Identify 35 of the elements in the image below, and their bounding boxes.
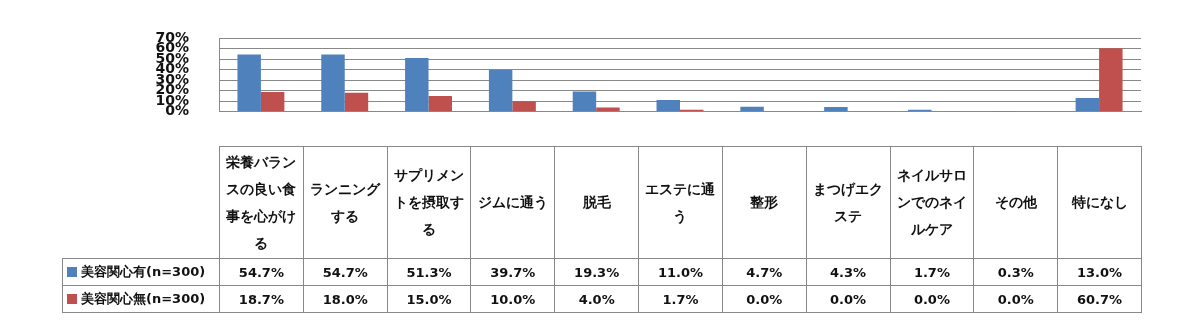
data-label: 19.3% bbox=[554, 258, 639, 286]
x-tick-label: ランニングする bbox=[303, 146, 388, 259]
x-tick-label: サプリメントを摂取する bbox=[387, 146, 471, 259]
data-label: 13.0% bbox=[1057, 258, 1142, 286]
legend-label: 美容関心有(n=300) bbox=[62, 258, 220, 286]
data-label: 0.0% bbox=[722, 285, 807, 313]
x-tick-label: その他 bbox=[973, 146, 1058, 259]
x-tick-label: 特になし bbox=[1057, 146, 1142, 259]
data-label: 54.7% bbox=[219, 258, 304, 286]
data-label: 0.0% bbox=[973, 285, 1058, 313]
data-label: 18.0% bbox=[303, 285, 388, 313]
data-label: 1.7% bbox=[890, 258, 974, 286]
data-label: 54.7% bbox=[303, 258, 388, 286]
data-label: 4.0% bbox=[554, 285, 639, 313]
data-label: 0.3% bbox=[973, 258, 1058, 286]
data-label: 15.0% bbox=[387, 285, 471, 313]
data-label: 1.7% bbox=[638, 285, 723, 313]
legend-label: 美容関心無(n=300) bbox=[62, 285, 220, 313]
x-tick-label: 整形 bbox=[722, 146, 807, 259]
data-label: 4.7% bbox=[722, 258, 807, 286]
x-tick-label: 脱毛 bbox=[554, 146, 639, 259]
data-label: 11.0% bbox=[638, 258, 723, 286]
x-tick-label: エステに通う bbox=[638, 146, 723, 259]
data-label: 4.3% bbox=[806, 258, 890, 286]
x-tick-label: 栄養バランスの良い食事を心がける bbox=[219, 146, 304, 259]
data-label: 39.7% bbox=[470, 258, 555, 286]
data-label: 18.7% bbox=[219, 285, 304, 313]
data-label: 10.0% bbox=[470, 285, 555, 313]
data-label: 51.3% bbox=[387, 258, 471, 286]
data-label: 0.0% bbox=[806, 285, 890, 313]
data-label: 60.7% bbox=[1057, 285, 1142, 313]
x-tick-label: まつげエクステ bbox=[806, 146, 890, 259]
x-tick-label: ジムに通う bbox=[470, 146, 555, 259]
x-tick-label: ネイルサロンでのネイルケア bbox=[890, 146, 974, 259]
data-label: 0.0% bbox=[890, 285, 974, 313]
